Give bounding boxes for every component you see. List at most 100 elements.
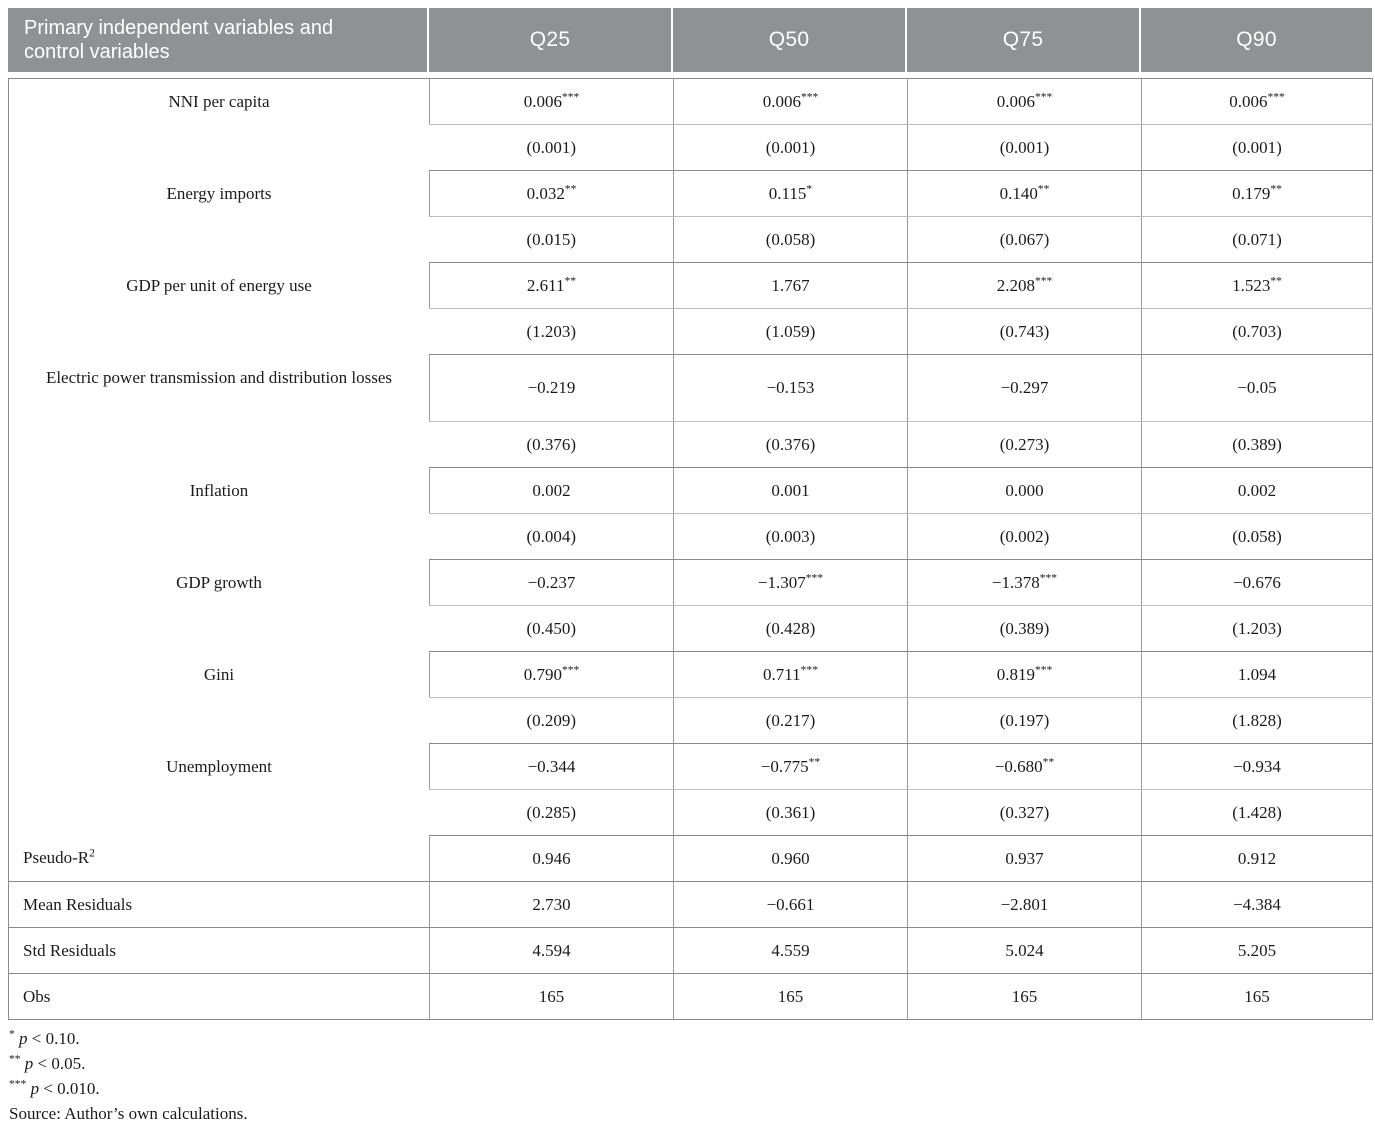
coef-value: 0.006 [1229,91,1268,111]
stat-label-text: Mean Residuals [23,894,133,914]
stat-value: 5.024 [907,927,1142,974]
coef-value: −0.05 [1237,378,1277,397]
se-cell: (0.001) [1141,124,1373,171]
se-cell: (0.003) [673,513,908,560]
significance-stars: ** [1037,181,1050,195]
se-cell: (0.071) [1141,216,1373,263]
significance-stars: *** [1267,89,1285,103]
se-cell: (0.015) [429,216,674,263]
variable-label: GDP growth [176,572,262,592]
coef-value: 0.001 [771,480,810,500]
significance-stars: *** [805,570,824,584]
coefficient-cell: −0.297 [907,354,1142,422]
stat-label: Std Residuals [8,927,430,974]
coefficient-cell: 0.000 [907,467,1142,514]
table-row: GDP growth −0.237 −1.307*** −1.378*** −0… [9,559,1373,606]
variable-label: GDP per unit of energy use [126,275,312,295]
significance-stars: ** [564,273,577,287]
se-cell: (0.376) [429,421,674,468]
se-cell: (0.361) [673,789,908,836]
se-cell: (1.203) [429,308,674,355]
se-cell: (0.703) [1141,308,1373,355]
coef-value: 0.140 [999,183,1038,203]
footnote-condition: < 0.05. [33,1054,86,1073]
significance-stars: * [806,181,813,195]
header-cell-q90: Q90 [1141,8,1372,72]
footnote-line: ** p < 0.05. [9,1052,1372,1075]
table-row: (0.015) (0.058) (0.067) (0.071) [9,216,1373,263]
table-row: NNI per capita 0.006*** 0.006*** 0.006**… [9,78,1373,125]
stat-label: Mean Residuals [8,881,430,928]
table-row: Obs 165 165 165 165 [9,973,1373,1020]
se-cell: (1.428) [1141,789,1373,836]
coef-value: −0.676 [1233,572,1281,592]
header-cell-variables: Primary independent variables and contro… [8,8,427,72]
significance-stars: *** [1034,662,1053,676]
coefficient-cell: 0.115* [673,170,908,217]
se-cell: (0.001) [673,124,908,171]
coef-value: 0.179 [1232,183,1271,203]
footnote-condition: < 0.10. [27,1029,80,1048]
coef-value: −0.934 [1233,756,1281,776]
coef-value: −0.680 [994,756,1043,776]
stat-value: 0.960 [673,835,908,882]
se-cell: (0.389) [907,605,1142,652]
table-body: NNI per capita 0.006*** 0.006*** 0.006**… [8,78,1373,1020]
se-cell: (0.743) [907,308,1142,355]
se-cell: (0.273) [907,421,1142,468]
footnote-line: *** p < 0.010. [9,1077,1372,1100]
coef-value: 0.006 [523,91,562,111]
table-row: Electric power transmission and distribu… [9,354,1373,422]
coefficient-cell: 0.140** [907,170,1142,217]
coef-value: 0.000 [1005,480,1044,500]
coefficient-cell: −0.153 [673,354,908,422]
coefficient-cell: −0.934 [1141,743,1373,790]
coef-value: 0.002 [532,480,571,500]
p-symbol: p [24,1054,34,1073]
significance-stars: *** [800,89,819,103]
table-row: (0.450) (0.428) (0.389) (1.203) [9,605,1373,652]
variable-label: NNI per capita [168,92,270,111]
coefficient-cell: 2.611** [429,262,674,309]
table-row: Pseudo-R2 0.946 0.960 0.937 0.912 [8,835,1373,882]
table-header-row: Primary independent variables and contro… [8,8,1372,72]
significance-stars: ** [1042,754,1055,768]
coefficient-cell: 0.002 [1141,467,1373,514]
se-cell: (1.203) [1141,605,1373,652]
se-cell: (0.327) [907,789,1142,836]
table-row: (1.203) (1.059) (0.743) (0.703) [9,308,1373,355]
se-cell: (0.217) [673,697,908,744]
se-cell: (0.197) [907,697,1142,744]
coefficient-cell: 0.006*** [673,78,908,125]
coefficient-cell: 0.006*** [907,78,1142,125]
se-cell: (1.059) [673,308,908,355]
coefficient-cell: −1.378*** [907,559,1142,606]
se-cell: (0.058) [673,216,908,263]
stat-value: 4.559 [673,927,908,974]
coefficient-cell: 0.001 [673,467,908,514]
se-cell: (1.828) [1141,697,1373,744]
coef-value: 1.767 [771,275,810,295]
coef-value: −1.307 [757,572,806,592]
coefficient-cell: −0.344 [429,743,674,790]
se-cell: (0.004) [429,513,674,560]
coef-value: 0.006 [996,91,1035,111]
stat-value: 0.937 [907,835,1142,882]
stat-value: 165 [673,973,908,1020]
coef-value: 2.611 [526,275,565,295]
table-row: (0.376) (0.376) (0.273) (0.389) [9,421,1373,468]
variable-label: Energy imports [166,183,272,203]
significance-marker: *** [9,1077,27,1091]
se-cell: (0.209) [429,697,674,744]
coef-value: −0.153 [766,378,815,397]
significance-stars: ** [564,181,577,195]
significance-stars: ** [808,754,821,768]
variable-label: Inflation [189,480,249,500]
table-row: GDP per unit of energy use 2.611** 1.767… [9,262,1373,309]
coefficient-cell: 0.790*** [429,651,674,698]
coef-value: −0.297 [1000,378,1049,397]
significance-stars: *** [800,662,818,676]
stat-value: −2.801 [907,881,1142,928]
coef-value: −0.237 [527,572,576,592]
